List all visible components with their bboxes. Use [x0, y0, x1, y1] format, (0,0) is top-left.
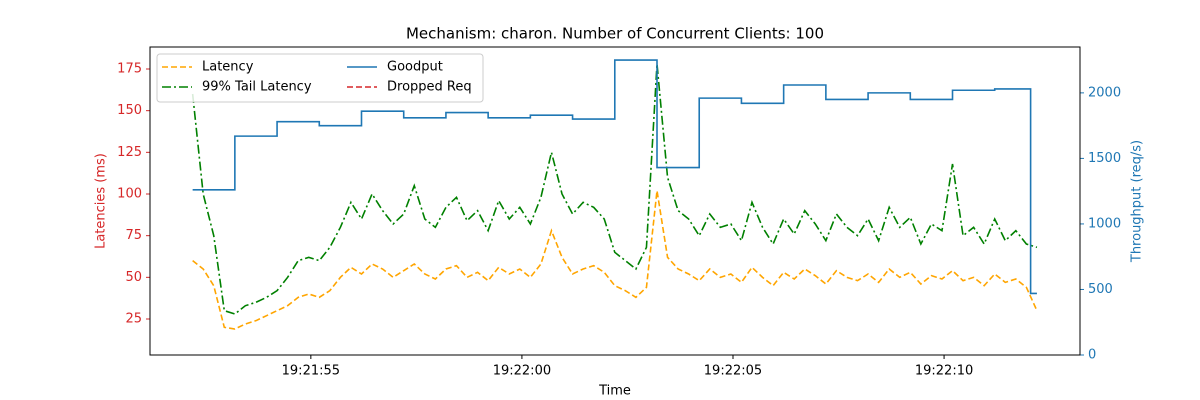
legend-box — [156, 53, 484, 103]
series-line — [191, 63, 1038, 315]
y2-tick-label: 1500 — [1088, 151, 1121, 166]
legend-label: Goodput — [387, 60, 443, 75]
y2-tick-label: 2000 — [1088, 85, 1121, 100]
y-tick-label: 25 — [125, 312, 142, 327]
y2-tick-label: 0 — [1088, 348, 1096, 363]
y-tick-label: 100 — [117, 187, 142, 202]
series-line — [192, 59, 1037, 295]
x-axis-label: Time — [598, 384, 631, 399]
y-tick-label: 125 — [117, 145, 142, 160]
x-tick-label: 19:22:00 — [493, 364, 551, 379]
x-tick-label: 19:21:55 — [282, 364, 340, 379]
series-line — [192, 190, 1038, 330]
y-axis-label: Latencies (ms) — [94, 153, 109, 249]
y2-axis-label: Throughput (req/s) — [1130, 140, 1145, 263]
plot-frame — [149, 46, 1081, 356]
legend-label: Latency — [202, 60, 254, 75]
legend-label: Dropped Req — [387, 80, 472, 95]
y-tick-label: 50 — [125, 270, 142, 285]
chart-title: Mechanism: charon. Number of Concurrent … — [406, 25, 824, 43]
y-tick-label: 75 — [125, 228, 142, 243]
y2-tick-label: 500 — [1088, 282, 1113, 297]
y-tick-label: 175 — [117, 62, 142, 77]
x-tick-label: 19:22:05 — [704, 364, 762, 379]
legend-label: 99% Tail Latency — [202, 80, 312, 95]
x-tick-label: 19:22:10 — [915, 364, 973, 379]
y2-tick-label: 1000 — [1088, 216, 1121, 231]
y-tick-label: 150 — [117, 103, 142, 118]
